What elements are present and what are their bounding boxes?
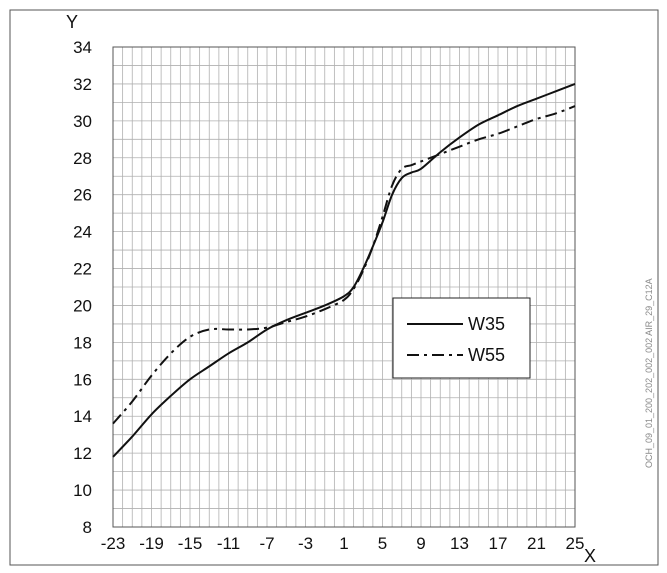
y-tick-label: 24	[73, 223, 92, 242]
series-lines	[112, 82, 576, 458]
x-axis-label: X	[584, 546, 596, 566]
y-tick-label: 28	[73, 149, 92, 168]
y-tick-label: 12	[73, 444, 92, 463]
x-tick-label: 25	[566, 534, 585, 553]
x-tick-label: 17	[489, 534, 508, 553]
x-tick-label: -19	[139, 534, 164, 553]
y-tick-label: 32	[73, 75, 92, 94]
y-tick-label: 22	[73, 260, 92, 279]
y-tick-label: 34	[73, 38, 92, 57]
x-tick-label: 1	[339, 534, 348, 553]
x-tick-label: 9	[416, 534, 425, 553]
side-code-label: OCH_09_01_200_202_002_002 AIR_29_C12A	[644, 278, 654, 468]
y-tick-label: 8	[83, 518, 92, 537]
legend-w55-label: W55	[468, 345, 505, 365]
x-tick-labels: -23 -19 -15 -11 -7 -3 1 5 9 13 17 21 25	[101, 534, 585, 553]
plot-area-border	[112, 46, 576, 528]
y-tick-label: 18	[73, 333, 92, 352]
y-tick-label: 10	[73, 481, 92, 500]
legend-box	[392, 297, 531, 379]
x-tick-label: -15	[178, 534, 203, 553]
x-tick-label: -7	[259, 534, 274, 553]
y-tick-labels: 8 10 12 14 16 18 20 22 24 26 28 30 32 34	[73, 38, 92, 537]
x-tick-label: 13	[450, 534, 469, 553]
x-tick-label: -3	[298, 534, 313, 553]
figure-border	[9, 9, 659, 566]
x-tick-label: -23	[101, 534, 126, 553]
y-tick-label: 26	[73, 186, 92, 205]
x-tick-label: 5	[378, 534, 387, 553]
y-tick-label: 14	[73, 407, 92, 426]
y-tick-label: 16	[73, 370, 92, 389]
y-tick-label: 30	[73, 112, 92, 131]
series-line-w55	[112, 105, 576, 425]
legend: W35 W55	[392, 297, 531, 379]
legend-w35-label: W35	[468, 314, 505, 334]
x-tick-label: 21	[527, 534, 546, 553]
x-tick-label: -11	[217, 534, 240, 553]
grid	[112, 46, 576, 528]
y-axis-label: Y	[66, 12, 78, 32]
series-line-w35	[112, 82, 576, 458]
y-tick-label: 20	[73, 296, 92, 315]
